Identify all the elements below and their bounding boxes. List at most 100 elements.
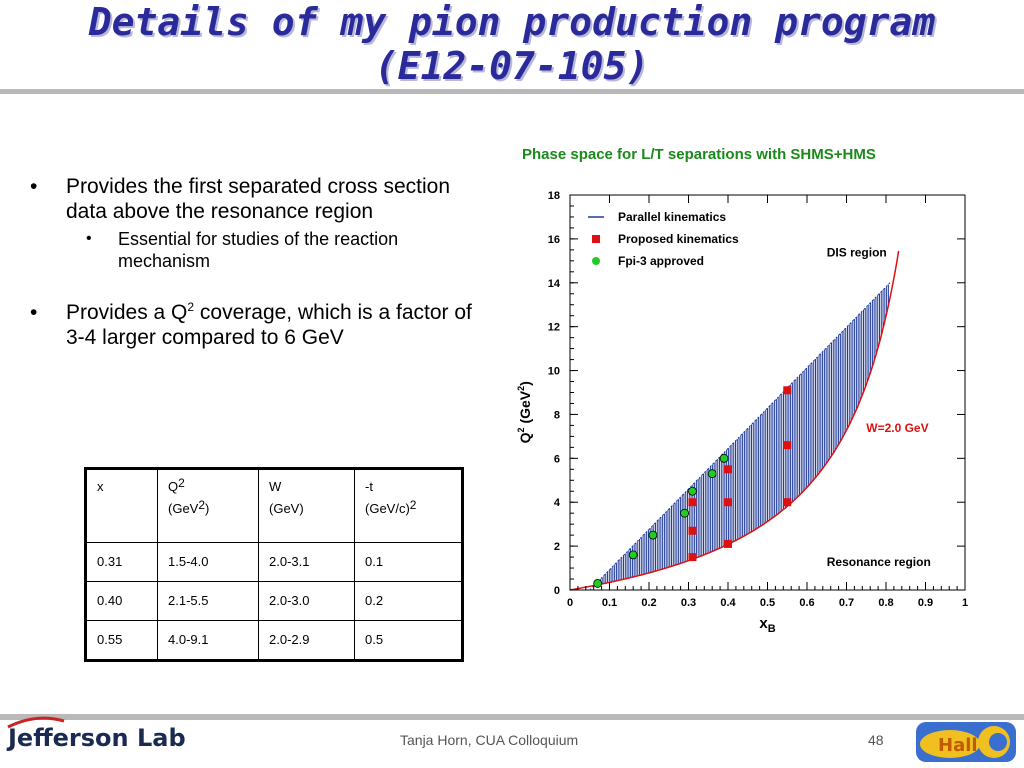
table-header-cell: W (GeV) <box>258 468 355 543</box>
fpi3-approved-marker <box>628 550 638 560</box>
fpi3-approved-marker <box>680 508 689 518</box>
table-row: 0.55 4.0-9.1 2.0-2.9 0.5 <box>85 620 463 661</box>
jefferson-lab-logo: Jefferson Lab <box>8 724 186 752</box>
bullet-item-2: • Provides a Q2 coverage, which is a fac… <box>28 300 488 350</box>
y-tick-label: 0 <box>554 585 560 597</box>
table-cell: 0.2 <box>354 581 463 621</box>
bullet-list: • Provides the first separated cross sec… <box>28 174 488 350</box>
fpi3-approved-marker <box>688 486 697 496</box>
table-cell: 2.0-2.9 <box>258 620 355 661</box>
header-w: W <box>269 479 282 494</box>
table-cell: 4.0-9.1 <box>157 620 259 661</box>
table-header-cell: -t (GeV/c)2 <box>354 468 463 543</box>
x-tick-label: 0.2 <box>641 597 656 609</box>
table-cell: 2.1-5.5 <box>157 581 259 621</box>
table-cell: 1.5-4.0 <box>157 542 259 582</box>
y-tick-label: 6 <box>554 453 560 465</box>
x-tick-label: 0.3 <box>681 597 696 609</box>
x-tick-label: 0.5 <box>760 597 775 609</box>
y-axis-label-part: (GeV <box>517 390 533 427</box>
w-curve-line <box>569 250 900 591</box>
bullet-dot: • <box>30 301 38 324</box>
table-header-row: x Q2 (GeV2) W (GeV) -t (GeV/c)2 <box>85 468 463 543</box>
legend-square-icon <box>592 235 600 243</box>
table-cell: 0.55 <box>85 620 158 661</box>
header-x: x <box>97 479 104 494</box>
proposed-kinematics-marker <box>688 553 697 562</box>
proposed-kinematics-marker <box>688 526 697 535</box>
x-tick-label: 0 <box>567 597 573 609</box>
chart-annotation: DIS region <box>827 245 887 259</box>
hall-c-logo-icon: Hall <box>916 722 1016 762</box>
y-tick-label: 14 <box>548 278 561 290</box>
sub-bullet-text: Essential for studies of the reaction me… <box>118 229 399 271</box>
proposed-kinematics-marker <box>783 386 792 395</box>
page-number: 48 <box>868 732 884 748</box>
x-tick-label: 0.8 <box>878 597 893 609</box>
band-upper-edge <box>589 282 891 591</box>
table-header-cell: Q2 (GeV2) <box>157 468 259 543</box>
proposed-kinematics-marker <box>783 441 792 450</box>
fpi3-approved-marker <box>719 453 729 463</box>
x-axis-label-sub: B <box>768 623 776 635</box>
table-cell: 2.0-3.0 <box>258 581 355 621</box>
slide-title-line2: (E12-07-105) <box>374 44 650 88</box>
svg-text:Hall: Hall <box>938 735 978 756</box>
y-axis-label: Q2 (GeV2) <box>516 381 533 443</box>
fpi3-approved-marker <box>648 530 658 540</box>
y-axis-label-part: ) <box>517 381 533 386</box>
x-tick-label: 0.9 <box>918 597 933 609</box>
bullet-item-1: • Provides the first separated cross sec… <box>28 174 488 224</box>
proposed-kinematics-marker <box>724 465 732 474</box>
title-divider <box>0 89 1024 94</box>
y-tick-label: 12 <box>548 322 560 334</box>
y-axis-label-part: 2 <box>516 427 526 432</box>
sub-bullet-item: • Essential for studies of the reaction … <box>28 228 488 272</box>
header-t-unit: (GeV/c) <box>365 501 410 516</box>
x-axis-label: xB <box>759 615 775 635</box>
x-tick-label: 0.4 <box>720 597 736 609</box>
proposed-kinematics-marker <box>783 498 792 507</box>
y-tick-label: 16 <box>548 234 560 246</box>
phase-space-chart: 0 0.1 0.2 0.3 0.4 0.5 0.6 0.7 0.8 0.9 102468101214… <box>516 190 968 635</box>
footer-presenter: Tanja Horn, CUA Colloquium <box>400 732 579 748</box>
bullet-text-2-post: coverage, which is a factor of 3-4 large… <box>66 301 472 349</box>
header-q2-unit: (GeV <box>168 501 199 516</box>
y-tick-label: 2 <box>554 541 560 553</box>
bullet-text-2-sup: 2 <box>187 300 195 314</box>
bullet-text-1: Provides the first separated cross secti… <box>66 175 451 223</box>
table-cell: 0.40 <box>85 581 158 621</box>
slide-title-line1: Details of my pion production program <box>88 0 936 44</box>
slide-title: Details of my pion production program (E… <box>0 0 1024 88</box>
x-tick-label: 0.7 <box>839 597 854 609</box>
bullet-dot: • <box>30 175 38 198</box>
footer-divider <box>0 714 1024 720</box>
header-q2-unit-sup: 2 <box>198 498 206 512</box>
proposed-kinematics-marker <box>688 498 697 507</box>
bullet-dot: • <box>86 230 92 247</box>
x-tick-label: 0.1 <box>602 597 617 609</box>
header-w-unit: (GeV) <box>269 501 304 516</box>
bullet-text-2-pre: Provides a Q <box>66 301 188 324</box>
header-t: -t <box>365 479 373 494</box>
y-axis-label-part: 2 <box>516 386 526 391</box>
chart-title: Phase space for L/T separations with SHM… <box>522 146 876 163</box>
jefferson-lab-logo-icon <box>7 716 65 729</box>
y-tick-label: 18 <box>548 190 560 202</box>
y-tick-label: 8 <box>554 409 560 421</box>
header-q2: Q <box>168 479 179 494</box>
chart-annotation: W=2.0 GeV <box>866 421 928 435</box>
y-tick-label: 10 <box>548 366 560 378</box>
x-tick-label: 1 <box>962 597 968 609</box>
table-header-cell: x <box>85 468 158 543</box>
header-q2-sup: 2 <box>178 476 185 490</box>
table-cell: 0.1 <box>354 542 463 582</box>
legend-label: Proposed kinematics <box>618 232 739 246</box>
fpi3-approved-marker <box>707 469 717 479</box>
y-tick-label: 4 <box>554 497 561 509</box>
fpi3-approved-marker <box>593 579 603 588</box>
legend-label: Fpi-3 approved <box>618 254 704 268</box>
x-tick-label: 0.6 <box>799 597 814 609</box>
table-row: 0.40 2.1-5.5 2.0-3.0 0.2 <box>85 581 463 621</box>
header-t-unit-sup: 2 <box>409 498 417 512</box>
